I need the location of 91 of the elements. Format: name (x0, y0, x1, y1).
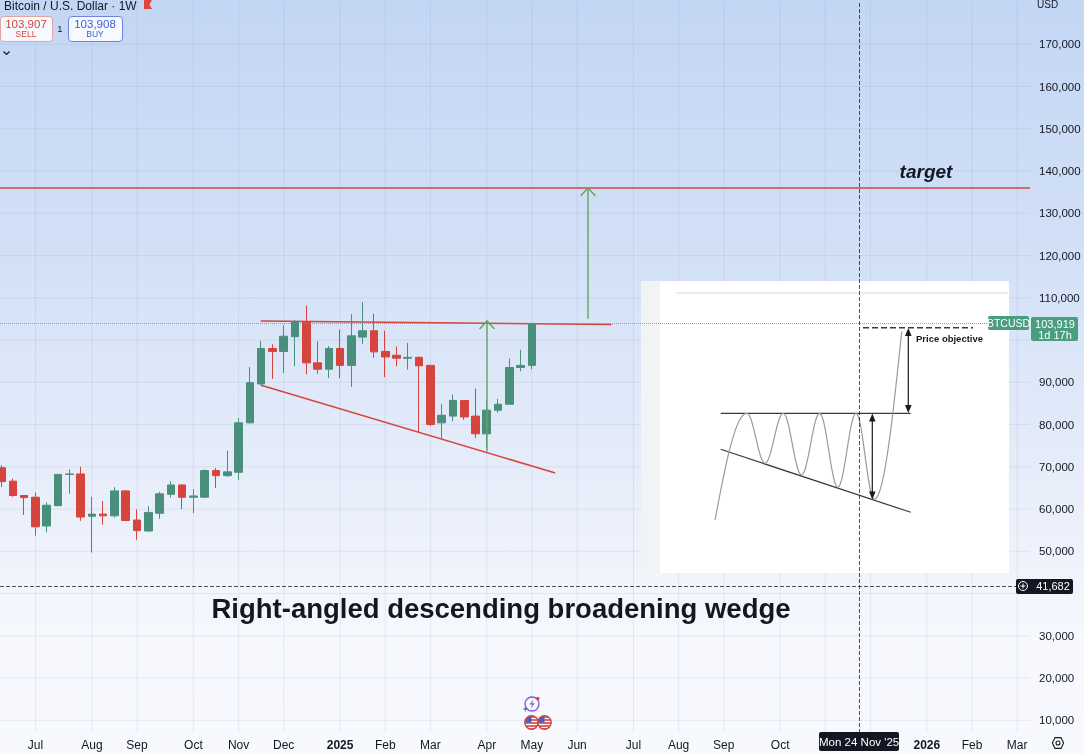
candlestick (268, 343, 277, 380)
y-tick-label: 160,000 (1039, 80, 1081, 93)
ref-line-label: 41,682 (1036, 579, 1070, 592)
x-tick-label: 2026 (913, 738, 941, 752)
candlestick (528, 322, 536, 370)
ref-line-label: target (899, 160, 953, 182)
y-tick-label: 110,000 (1039, 291, 1080, 304)
candlestick (88, 496, 96, 554)
x-tick-label: Dec (273, 738, 295, 752)
x-tick-label: Aug (667, 738, 690, 752)
y-tick-label: 30,000 (1039, 629, 1075, 642)
candlestick (437, 403, 446, 439)
y-tick-label: 20,000 (1039, 672, 1075, 685)
candlestick (347, 313, 356, 388)
x-tick-label: Mar (1006, 738, 1028, 752)
candlestick (358, 301, 367, 345)
y-tick-label: 80,000 (1039, 418, 1075, 431)
annotation: BUY (86, 29, 104, 39)
candlestick (167, 480, 175, 499)
candlestick (257, 340, 265, 385)
x-tick-label: Sep (126, 738, 149, 752)
y-tick-label: 90,000 (1039, 376, 1075, 389)
candlestick (234, 417, 243, 481)
candlestick (392, 345, 401, 367)
candlestick (426, 364, 435, 427)
y-axis-title: USD (1037, 0, 1059, 10)
candlestick (291, 319, 299, 367)
y-tick-label: 10,000 (1039, 714, 1075, 727)
y-tick-label: 170,000 (1039, 38, 1081, 51)
annotation: Price objective (916, 333, 984, 344)
candlestick (325, 345, 333, 379)
x-tick-label: Jul (27, 738, 44, 752)
x-tick-label: Jul (625, 738, 642, 752)
candlestick (42, 501, 51, 533)
candlestick (246, 366, 254, 424)
chart-title: Bitcoin / U.S. Dollar · 1W (4, 0, 137, 13)
x-tick-label: Apr (477, 738, 497, 752)
candlestick (65, 468, 74, 495)
candlestick (99, 500, 107, 526)
candlestick (200, 468, 209, 499)
x-tick-label: Oct (770, 738, 791, 752)
candlestick (155, 491, 164, 520)
y-tick-label: 150,000 (1039, 122, 1081, 135)
candlestick (31, 492, 40, 537)
y-tick-label: 130,000 (1039, 207, 1081, 220)
x-tick-label: Jun (567, 738, 587, 752)
candlestick (121, 489, 130, 522)
x-tick-label: Oct (184, 738, 204, 752)
candlestick (54, 473, 62, 507)
annotation: 103,907 (5, 17, 47, 30)
text: 1d 17h (1038, 328, 1072, 341)
y-tick-label: 60,000 (1039, 503, 1075, 516)
annotation: 103,908 (74, 17, 116, 30)
annotation: SELL (15, 29, 37, 39)
candlestick (494, 398, 502, 414)
candlestick (110, 486, 119, 518)
annotation: 1 (57, 22, 63, 34)
y-tick-label: 140,000 (1039, 165, 1081, 178)
x-tick-label: Feb (961, 738, 983, 752)
candlestick (449, 394, 457, 422)
candlestick (212, 467, 220, 489)
y-tick-label: 50,000 (1039, 545, 1075, 558)
candlestick (178, 484, 186, 510)
candlestick (189, 488, 198, 514)
annotation: Right-angled descending broadening wedge (211, 593, 791, 624)
ref-line-label: Mon 24 Nov '25 (819, 736, 900, 749)
candlestick (313, 340, 322, 375)
candlestick (403, 342, 412, 371)
candlestick (279, 324, 288, 374)
candlestick (471, 388, 480, 439)
x-tick-label: May (520, 738, 544, 752)
x-tick-label: Nov (227, 738, 250, 752)
candlestick (516, 349, 525, 372)
x-tick-label: Mar (420, 738, 441, 752)
candlestick (9, 478, 17, 498)
x-tick-label: Aug (81, 738, 103, 752)
candlestick (223, 450, 232, 478)
x-tick-label: 2025 (326, 738, 354, 752)
candlestick (381, 330, 390, 378)
candlestick (336, 328, 344, 379)
candlestick (76, 466, 85, 522)
candlestick (505, 358, 514, 406)
candlestick (144, 505, 153, 532)
candlestick (133, 508, 141, 541)
y-tick-label: 120,000 (1039, 249, 1081, 262)
text: 103,919 (1035, 317, 1075, 330)
x-tick-label: Feb (374, 738, 396, 752)
candlestick (20, 494, 28, 516)
candlestick (460, 399, 469, 421)
y-tick-label: 70,000 (1039, 460, 1075, 473)
x-tick-label: Sep (713, 738, 735, 752)
